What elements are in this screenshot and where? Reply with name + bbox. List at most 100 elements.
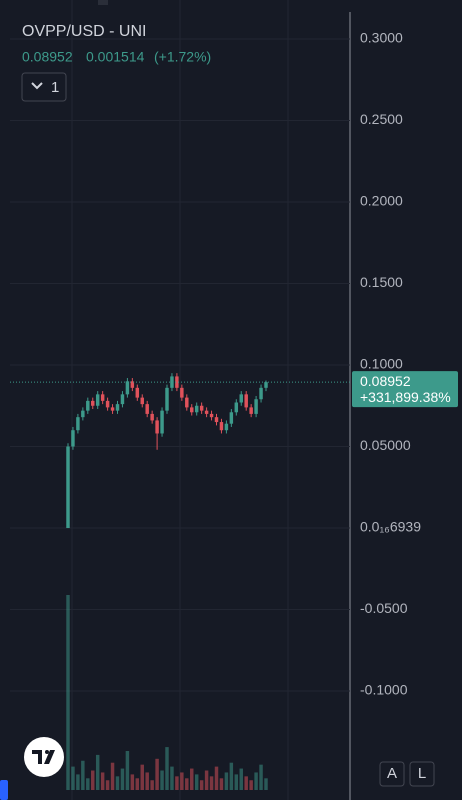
volume-bar [229,762,234,790]
candle-body [81,410,85,418]
price-tag-price: 0.08952 [360,373,411,389]
price-tag: 0.08952+331,899.38% [352,371,458,408]
volume-bar [175,776,179,790]
candle-body [229,412,234,424]
y-tick-label: 0.1500 [360,274,403,290]
candle-body [100,394,105,401]
candle-body [165,387,169,411]
volume-bar [224,772,229,790]
volume-bar [125,751,130,790]
candle-body [160,410,164,434]
candle-body [76,417,80,431]
volume-bar [194,774,199,790]
volume-bar [120,768,125,790]
volume-bar [199,780,204,790]
candle-body [185,397,189,408]
candle-body [115,404,120,411]
volume [66,595,268,790]
candle-body [234,402,239,413]
volume-bar [214,766,219,790]
y-tick-label: -0.0500 [360,600,408,616]
candle-body [150,413,154,421]
side-tab[interactable] [0,780,8,800]
volume-bar [110,762,115,790]
candle-body [155,420,159,434]
candle-body [264,382,268,388]
y-tick-label: 0.3000 [360,30,403,46]
y-tick-label: 0.2500 [360,111,403,127]
volume-bar [81,760,85,790]
y-tick-label: 0.0₁₆6939 [360,519,421,535]
candle-body [135,387,140,398]
y-tick-label: 0.2000 [360,193,403,209]
candle-body [145,404,149,414]
candle-body [219,422,224,431]
candle-body [140,397,144,405]
volume-bar [165,747,169,790]
candle-body [254,399,258,414]
chevron [31,82,43,90]
volume-bar [95,754,100,790]
volume-bar [264,778,268,790]
auto-button[interactable] [379,761,405,787]
log-label: L [418,765,426,782]
candle-body [244,394,248,408]
volume-bar [160,770,164,790]
volume-bar [209,776,214,790]
volume-bar [234,774,239,790]
volume-bar [185,778,189,790]
candle-body [190,407,194,413]
log-button[interactable] [409,761,435,787]
candle-body [259,387,263,400]
candle-body [194,405,199,413]
volume-bar [239,768,243,790]
y-tick-label: -0.1000 [360,682,408,698]
auto-label: A [387,765,397,782]
y-tick-label: 0.05000 [360,437,411,453]
volume-bar [254,772,258,790]
volume-bar [140,764,144,790]
volume-bar [135,778,140,790]
volume-bar [170,766,174,790]
tv-logo [24,737,64,777]
price-tag-box [352,371,458,408]
change: 0.001514 [86,49,145,65]
volume-bar [91,770,95,790]
candle-body [125,381,130,395]
candle-body [91,400,95,406]
volume-bar [150,780,154,790]
volume-bar [180,772,184,790]
candle-body [130,381,135,388]
candle-body [224,423,229,431]
volume-bar [86,778,90,790]
candle-body [110,407,115,411]
volume-bar [249,780,253,790]
candle-body [214,417,219,423]
interval-dropdown[interactable] [21,72,67,102]
volume-bar [100,772,105,790]
interval: 1 [51,79,59,96]
handle [98,0,108,5]
y-tick-label: 0.1000 [360,356,403,372]
candle-body [209,413,214,418]
volume-bar [190,768,194,790]
candle-body [95,394,100,406]
price-tag-change: +331,899.38% [360,389,451,405]
volume-bar [130,774,135,790]
volume-bar [115,776,120,790]
volume-bar [244,776,248,790]
candles [66,373,268,529]
candle-body [204,410,209,414]
volume-bar [259,764,263,790]
change-pct: (+1.72%) [154,49,211,65]
volume-bar [105,780,110,790]
last-price: 0.08952 [22,49,73,65]
candle-body [120,394,125,405]
candle-body [180,387,184,398]
volume-bar [204,770,209,790]
volume-bar [71,766,75,790]
candle-body [71,430,75,447]
candle-body [66,446,70,529]
